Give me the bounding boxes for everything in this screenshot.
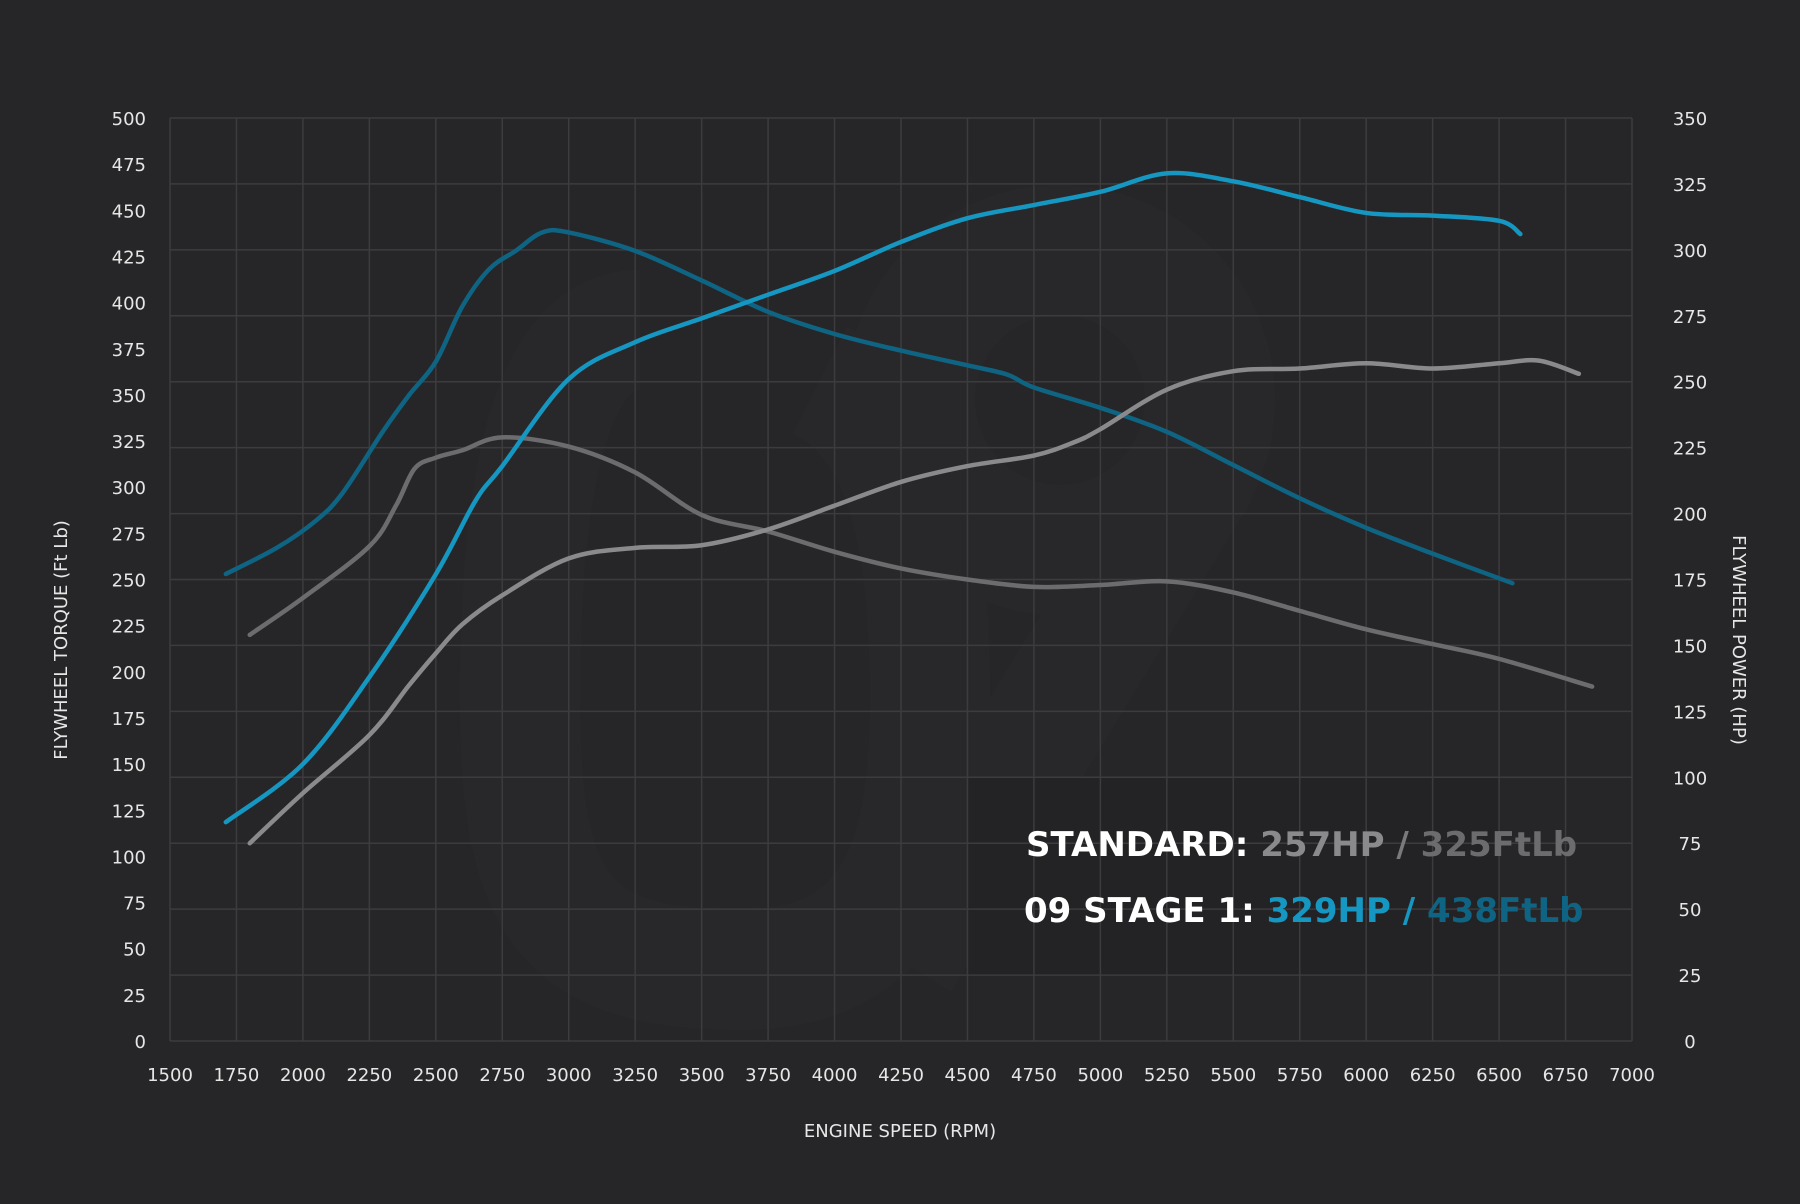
x-tick-label: 3250 bbox=[612, 1065, 658, 1086]
right-y-tick-label: 200 bbox=[1673, 505, 1707, 526]
left-axis-title: FLYWHEEL TORQUE (Ft Lb) bbox=[51, 520, 72, 760]
right-y-tick-label: 125 bbox=[1673, 702, 1707, 723]
legend-standard-label: STANDARD: bbox=[1026, 825, 1248, 865]
left-y-tick-label: 500 bbox=[112, 109, 146, 130]
x-tick-label: 3000 bbox=[546, 1065, 592, 1086]
left-y-tick-label: 425 bbox=[112, 247, 146, 268]
left-y-tick-label: 375 bbox=[112, 340, 146, 361]
x-tick-label: 4250 bbox=[878, 1065, 924, 1086]
legend-standard-sep: / bbox=[1396, 825, 1409, 865]
right-y-tick-label: 275 bbox=[1673, 307, 1707, 328]
left-y-tick-label: 275 bbox=[112, 524, 146, 545]
x-tick-label: 5750 bbox=[1277, 1065, 1323, 1086]
left-y-tick-label: 400 bbox=[112, 294, 146, 315]
legend-standard: STANDARD: 257HP / 325FtLb bbox=[1026, 825, 1577, 865]
x-tick-label: 1750 bbox=[214, 1065, 260, 1086]
left-y-tick-label: 325 bbox=[112, 432, 146, 453]
left-y-tick-label: 50 bbox=[123, 940, 146, 961]
x-tick-label: 3750 bbox=[745, 1065, 791, 1086]
left-y-tick-label: 100 bbox=[112, 847, 146, 868]
left-y-tick-label: 250 bbox=[112, 571, 146, 592]
right-y-tick-label: 0 bbox=[1684, 1032, 1695, 1053]
legend-stage1-sep: / bbox=[1403, 891, 1416, 931]
series-lines bbox=[223, 170, 1595, 846]
left-y-tick-label: 350 bbox=[112, 386, 146, 407]
right-y-tick-label: 50 bbox=[1679, 900, 1702, 921]
x-tick-label: 2750 bbox=[479, 1065, 525, 1086]
left-y-tick-label: 200 bbox=[112, 663, 146, 684]
right-y-tick-label: 75 bbox=[1679, 834, 1702, 855]
right-axis-title: FLYWHEEL POWER (HP) bbox=[1728, 535, 1749, 745]
x-tick-label: 6000 bbox=[1343, 1065, 1389, 1086]
legend-stage1-label: 09 STAGE 1: bbox=[1024, 891, 1255, 931]
left-y-tick-label: 450 bbox=[112, 201, 146, 222]
x-tick-label: 5250 bbox=[1144, 1065, 1190, 1086]
right-y-tick-label: 175 bbox=[1673, 571, 1707, 592]
tick-labels: 1500 1750 2000 2250 2500 2750 3000 3250 3500 3750… bbox=[112, 109, 1708, 1086]
x-tick-label: 4750 bbox=[1011, 1065, 1057, 1086]
legend-stage1-hp: 329HP bbox=[1267, 891, 1391, 931]
right-y-tick-label: 300 bbox=[1673, 241, 1707, 262]
left-y-tick-label: 150 bbox=[112, 755, 146, 776]
x-tick-label: 5000 bbox=[1077, 1065, 1123, 1086]
legend-standard-hp: 257HP bbox=[1260, 825, 1384, 865]
right-y-tick-label: 325 bbox=[1673, 175, 1707, 196]
x-tick-label: 2250 bbox=[346, 1065, 392, 1086]
series-line-2 bbox=[223, 170, 1523, 825]
x-tick-label: 2000 bbox=[280, 1065, 326, 1086]
x-tick-label: 7000 bbox=[1609, 1065, 1655, 1086]
right-y-tick-label: 100 bbox=[1673, 768, 1707, 789]
x-tick-label: 5500 bbox=[1210, 1065, 1256, 1086]
x-tick-label: 2500 bbox=[413, 1065, 459, 1086]
left-y-tick-label: 300 bbox=[112, 478, 146, 499]
left-y-tick-label: 225 bbox=[112, 617, 146, 638]
right-y-tick-label: 225 bbox=[1673, 439, 1707, 460]
right-y-tick-label: 150 bbox=[1673, 636, 1707, 657]
x-axis-title: ENGINE SPEED (RPM) bbox=[804, 1121, 996, 1142]
x-tick-label: 6500 bbox=[1476, 1065, 1522, 1086]
left-y-tick-label: 475 bbox=[112, 155, 146, 176]
series-line-1 bbox=[247, 435, 1595, 689]
x-tick-label: 6250 bbox=[1410, 1065, 1456, 1086]
series-line-3 bbox=[247, 357, 1582, 846]
legend-standard-torque: 325FtLb bbox=[1421, 825, 1577, 865]
left-y-tick-label: 25 bbox=[123, 986, 146, 1007]
watermark-logo bbox=[459, 185, 1275, 1031]
x-tick-label: 4000 bbox=[812, 1065, 858, 1086]
left-y-tick-label: 0 bbox=[135, 1032, 146, 1053]
x-tick-label: 4500 bbox=[945, 1065, 991, 1086]
x-tick-label: 6750 bbox=[1543, 1065, 1589, 1086]
grid bbox=[169, 117, 1633, 1042]
x-tick-label: 1500 bbox=[147, 1065, 193, 1086]
left-y-tick-label: 175 bbox=[112, 709, 146, 730]
right-y-tick-label: 350 bbox=[1673, 109, 1707, 130]
right-y-tick-label: 25 bbox=[1679, 966, 1702, 987]
right-y-tick-label: 250 bbox=[1673, 373, 1707, 394]
left-y-tick-label: 125 bbox=[112, 801, 146, 822]
legend-stage1: 09 STAGE 1: 329HP / 438FtLb bbox=[1024, 891, 1584, 931]
x-tick-label: 3500 bbox=[679, 1065, 725, 1086]
left-y-tick-label: 75 bbox=[123, 894, 146, 915]
legend-stage1-torque: 438FtLb bbox=[1427, 891, 1583, 931]
series-line-0 bbox=[223, 227, 1515, 586]
